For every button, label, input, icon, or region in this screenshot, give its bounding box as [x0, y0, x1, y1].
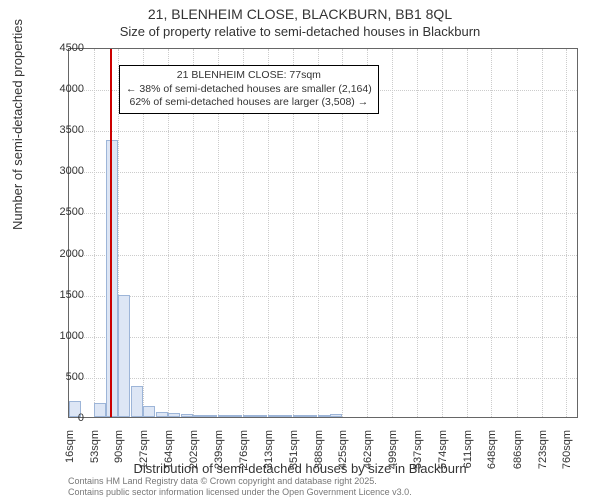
- histogram-bar: [243, 415, 255, 417]
- annotation-line2: ← 38% of semi-detached houses are smalle…: [126, 83, 372, 97]
- chart-title-block: 21, BLENHEIM CLOSE, BLACKBURN, BB1 8QL S…: [0, 0, 600, 39]
- chart-area: 21 BLENHEIM CLOSE: 77sqm← 38% of semi-de…: [68, 48, 578, 418]
- histogram-bar: [168, 413, 180, 417]
- gridline-h: [69, 172, 577, 173]
- gridline-v: [491, 49, 492, 417]
- gridline-v: [517, 49, 518, 417]
- x-tick-label: 648sqm: [486, 430, 498, 480]
- gridline-h: [69, 213, 577, 214]
- y-tick-label: 2000: [34, 248, 84, 260]
- gridline-h: [69, 131, 577, 132]
- gridline-v: [542, 49, 543, 417]
- x-tick-label: 164sqm: [163, 430, 175, 480]
- histogram-bar: [305, 415, 317, 417]
- y-axis-label: Number of semi-detached properties: [10, 19, 25, 230]
- x-tick-label: 425sqm: [337, 430, 349, 480]
- x-tick-label: 723sqm: [537, 430, 549, 480]
- gridline-v: [442, 49, 443, 417]
- chart-title-line1: 21, BLENHEIM CLOSE, BLACKBURN, BB1 8QL: [0, 6, 600, 22]
- y-tick-label: 0: [34, 412, 84, 424]
- footer-line2: Contains public sector information licen…: [68, 487, 412, 498]
- y-tick-label: 500: [34, 371, 84, 383]
- x-tick-label: 537sqm: [412, 430, 424, 480]
- x-tick-label: 611sqm: [462, 430, 474, 480]
- chart-plot: 21 BLENHEIM CLOSE: 77sqm← 38% of semi-de…: [68, 48, 578, 418]
- x-tick-label: 388sqm: [313, 430, 325, 480]
- gridline-v: [566, 49, 567, 417]
- histogram-bar: [94, 403, 106, 417]
- histogram-bar: [268, 415, 280, 417]
- histogram-bar: [330, 414, 342, 417]
- histogram-bar: [106, 140, 118, 417]
- histogram-bar: [255, 415, 267, 417]
- x-tick-label: 462sqm: [362, 430, 374, 480]
- property-marker-line: [110, 49, 112, 417]
- annotation-box: 21 BLENHEIM CLOSE: 77sqm← 38% of semi-de…: [119, 65, 379, 114]
- histogram-bar: [218, 415, 230, 417]
- histogram-bar: [156, 412, 168, 417]
- x-tick-label: 90sqm: [113, 430, 125, 480]
- x-tick-label: 499sqm: [387, 430, 399, 480]
- gridline-h: [69, 296, 577, 297]
- histogram-bar: [143, 406, 155, 418]
- y-tick-label: 3000: [34, 165, 84, 177]
- x-tick-label: 313sqm: [263, 430, 275, 480]
- annotation-line3: 62% of semi-detached houses are larger (…: [126, 96, 372, 110]
- annotation-line1: 21 BLENHEIM CLOSE: 77sqm: [126, 69, 372, 83]
- x-tick-label: 351sqm: [288, 430, 300, 480]
- histogram-bar: [118, 295, 130, 417]
- x-tick-label: 53sqm: [89, 430, 101, 480]
- x-tick-label: 686sqm: [512, 430, 524, 480]
- histogram-bar: [131, 386, 143, 417]
- gridline-v: [94, 49, 95, 417]
- histogram-bar: [293, 415, 305, 417]
- y-tick-label: 4000: [34, 83, 84, 95]
- gridline-v: [392, 49, 393, 417]
- x-tick-label: 127sqm: [138, 430, 150, 480]
- histogram-bar: [205, 415, 217, 417]
- x-tick-label: 202sqm: [188, 430, 200, 480]
- x-tick-label: 574sqm: [437, 430, 449, 480]
- gridline-v: [467, 49, 468, 417]
- gridline-v: [417, 49, 418, 417]
- histogram-bar: [193, 415, 205, 417]
- y-tick-label: 2500: [34, 206, 84, 218]
- histogram-bar: [181, 414, 193, 417]
- gridline-h: [69, 255, 577, 256]
- y-tick-label: 1500: [34, 289, 84, 301]
- y-tick-label: 1000: [34, 330, 84, 342]
- histogram-bar: [280, 415, 292, 417]
- gridline-h: [69, 337, 577, 338]
- y-tick-label: 3500: [34, 124, 84, 136]
- gridline-h: [69, 378, 577, 379]
- x-tick-label: 239sqm: [213, 430, 225, 480]
- chart-title-line2: Size of property relative to semi-detach…: [0, 24, 600, 39]
- histogram-bar: [318, 415, 330, 417]
- y-tick-label: 4500: [34, 42, 84, 54]
- x-tick-label: 16sqm: [64, 430, 76, 480]
- histogram-bar: [230, 415, 242, 417]
- x-tick-label: 760sqm: [561, 430, 573, 480]
- x-tick-label: 276sqm: [238, 430, 250, 480]
